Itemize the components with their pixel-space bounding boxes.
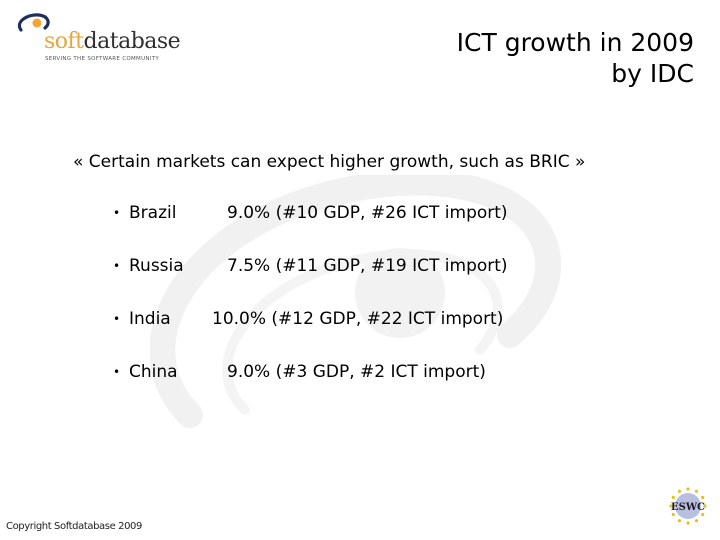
logo-database-text: database: [83, 29, 181, 54]
growth-stat: 10.0% (#12 GDP, #22 ICT import): [212, 309, 504, 329]
logo-soft-text: soft: [44, 29, 84, 54]
logo-wordmark: softdatabase: [44, 29, 181, 55]
badge-label: ESWC: [671, 502, 705, 513]
copyright-footer: Copyright Softdatabase 2009: [6, 521, 142, 532]
country-name: Russia: [129, 256, 184, 276]
softdatabase-logo: softdatabase SERVING THE SOFTWARE COMMUN…: [10, 8, 181, 68]
title-line-2: by IDC: [611, 59, 694, 88]
slide-title: ICT growth in 2009 by IDC: [457, 27, 694, 89]
country-name: Brazil: [129, 203, 177, 223]
country-name: India: [129, 309, 171, 329]
growth-stat: 7.5% (#11 GDP, #19 ICT import): [227, 256, 508, 276]
bullet-icon: •: [113, 365, 121, 379]
swirl-watermark-icon: [150, 175, 562, 428]
title-line-1: ICT growth in 2009: [456, 28, 694, 57]
eye-swirl-icon: [17, 13, 50, 32]
bullet-icon: •: [113, 259, 121, 273]
country-name: China: [129, 362, 178, 382]
star-ring-badge-icon: ESWC: [669, 487, 707, 525]
growth-stat: 9.0% (#10 GDP, #26 ICT import): [227, 203, 508, 223]
idc-quote: « Certain markets can expect higher grow…: [73, 152, 586, 172]
logo-tagline: SERVING THE SOFTWARE COMMUNITY: [45, 56, 160, 62]
bullet-icon: •: [113, 206, 121, 220]
growth-stat: 9.0% (#3 GDP, #2 ICT import): [227, 362, 486, 382]
bullet-icon: •: [113, 312, 121, 326]
